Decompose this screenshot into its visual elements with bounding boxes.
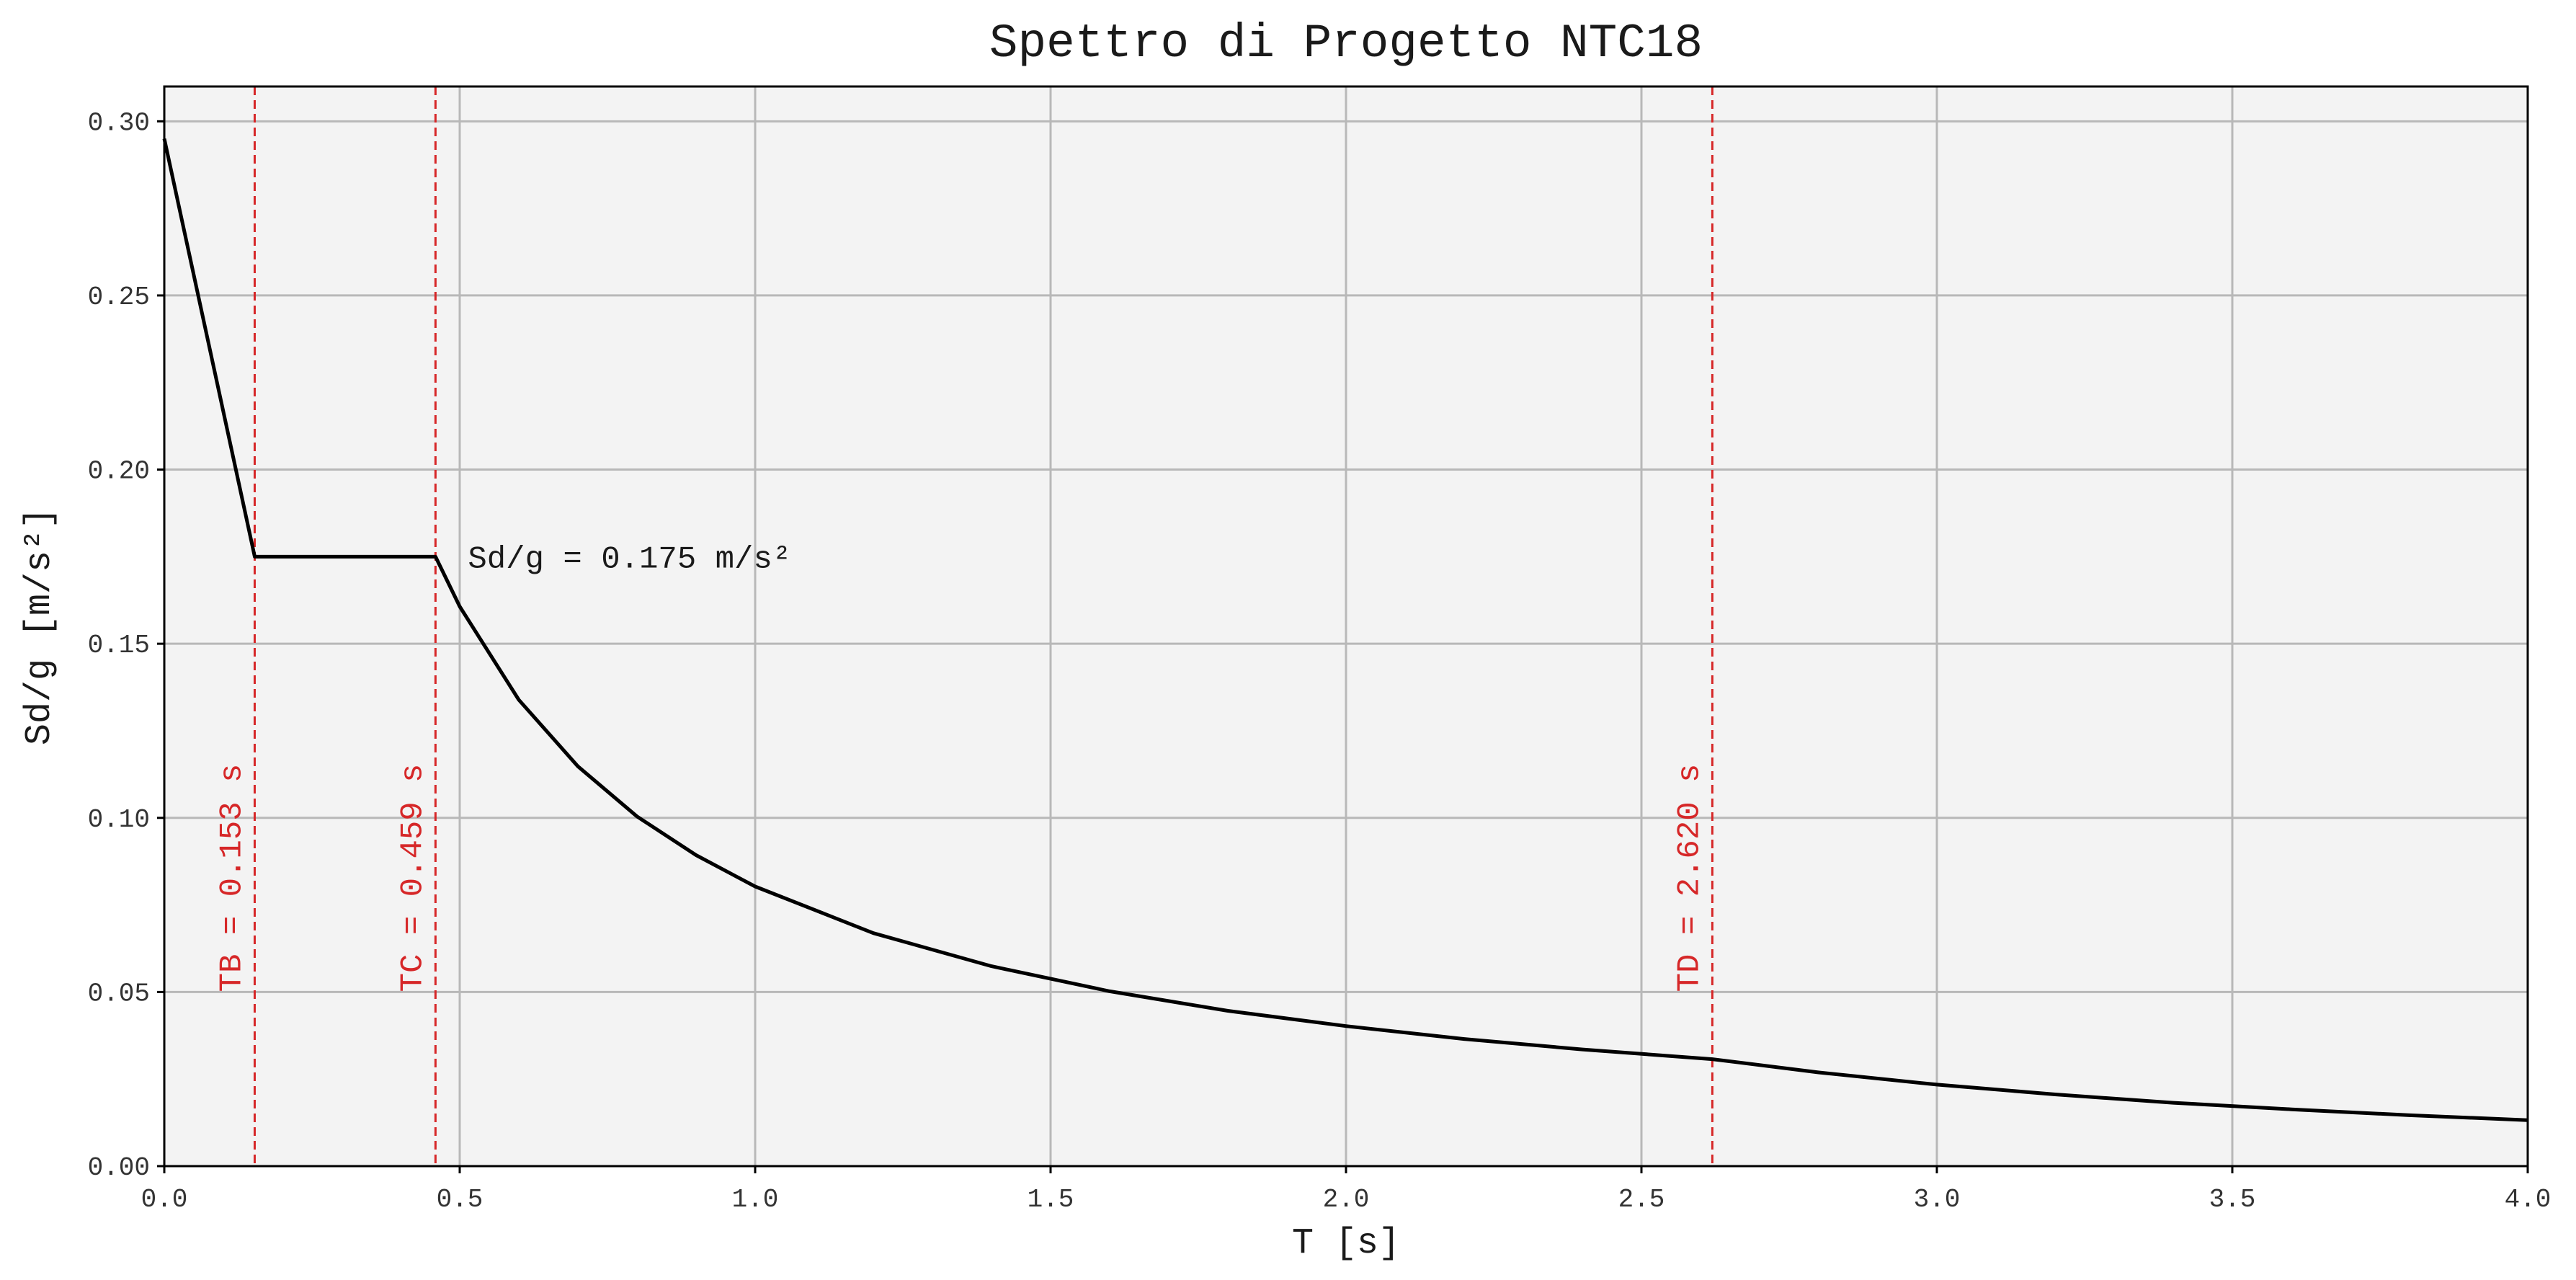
chart-title: Spettro di Progetto NTC18 bbox=[989, 17, 1703, 71]
vertical-marker-label: TD = 2.620 s bbox=[1672, 764, 1708, 992]
y-tick-label: 0.25 bbox=[88, 283, 150, 312]
x-tick-label: 1.5 bbox=[1028, 1185, 1074, 1214]
y-tick-label: 0.20 bbox=[88, 457, 150, 486]
x-tick-label: 0.0 bbox=[141, 1185, 188, 1214]
vertical-markers: TB = 0.153 s TC = 0.459 s TD = 2.620 s bbox=[214, 86, 1713, 1166]
spectrum-line bbox=[162, 138, 2528, 1122]
vertical-marker-label: TB = 0.153 s bbox=[214, 764, 250, 992]
series-layer bbox=[162, 138, 2528, 1122]
x-tick-label: 1.0 bbox=[732, 1185, 779, 1214]
x-tick-label: 4.0 bbox=[2505, 1185, 2552, 1214]
y-tick-label: 0.00 bbox=[88, 1153, 150, 1183]
axis-ticks: 0.0 0.5 1.0 1.5 2.0 2.5 3.0 3.5 4.0 0.00 0.05 0.10 0… bbox=[88, 108, 2552, 1214]
x-tick-label: 3.5 bbox=[2209, 1185, 2256, 1214]
x-tick-label: 3.0 bbox=[1914, 1185, 1961, 1214]
plot-frame bbox=[163, 85, 2529, 1168]
y-tick-label: 0.15 bbox=[88, 631, 150, 660]
y-tick-label: 0.30 bbox=[88, 108, 150, 138]
x-tick-label: 0.5 bbox=[437, 1185, 483, 1214]
y-axis-label: Sd/g [m/s²] bbox=[19, 507, 61, 745]
x-axis-label: T [s] bbox=[1292, 1223, 1400, 1264]
y-tick-label: 0.10 bbox=[88, 805, 150, 835]
y-tick-label: 0.05 bbox=[88, 979, 150, 1008]
x-tick-label: 2.0 bbox=[1323, 1185, 1370, 1214]
plateau-annotation: Sd/g = 0.175 m/s² bbox=[468, 541, 791, 577]
x-tick-label: 2.5 bbox=[1618, 1185, 1665, 1214]
vertical-marker-label: TC = 0.459 s bbox=[395, 764, 431, 992]
